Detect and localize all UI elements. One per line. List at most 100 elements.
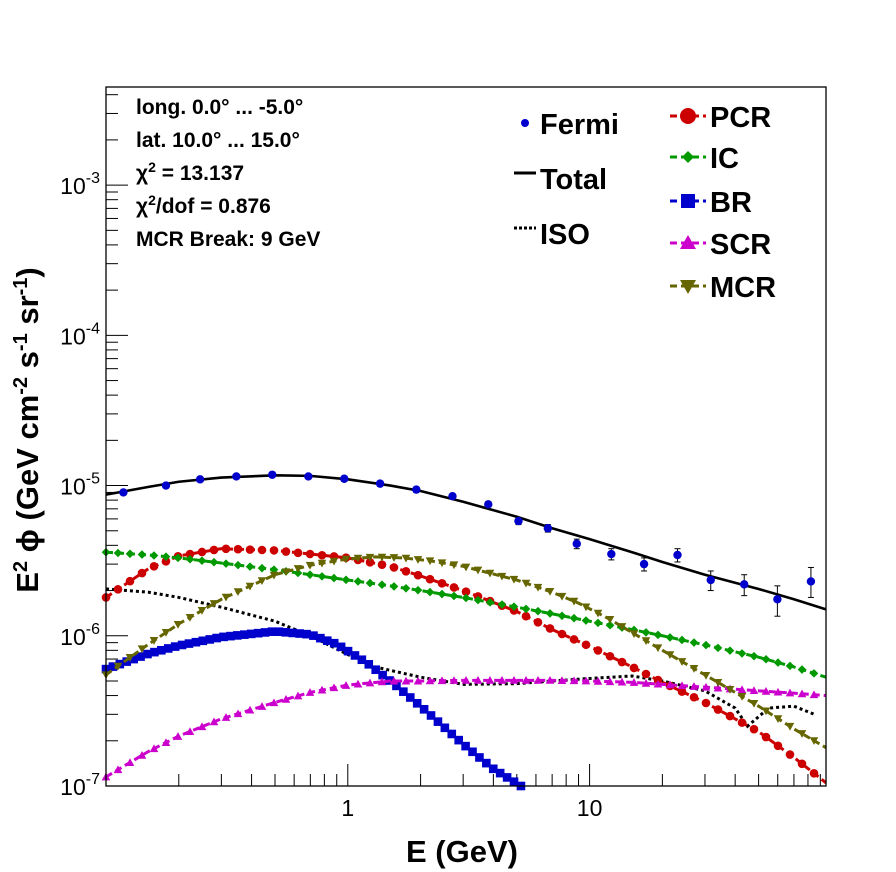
series-marker-pcr <box>809 769 819 778</box>
series-marker-ic <box>485 598 495 607</box>
series-marker-ic <box>197 556 207 565</box>
series-marker-scr <box>689 682 699 690</box>
fermi-point <box>484 500 493 509</box>
fermi-point <box>740 580 749 589</box>
series-marker-br <box>488 764 498 774</box>
series-marker-pcr <box>737 718 747 727</box>
series-marker-ic <box>473 595 483 605</box>
series-marker-br <box>281 628 291 637</box>
series-marker-pcr <box>557 629 567 639</box>
series-marker-pcr <box>221 544 231 554</box>
fermi-point <box>304 472 313 481</box>
series-marker-br <box>316 633 325 643</box>
series-marker-pcr <box>545 624 555 633</box>
series-marker-mcr <box>173 620 183 629</box>
y-tick-label: 10-6 <box>60 621 100 650</box>
series-marker-ic <box>737 649 747 658</box>
series-marker-br <box>405 693 415 702</box>
series-marker-mcr <box>617 623 627 631</box>
series-marker-br <box>475 753 484 762</box>
series-marker-ic <box>773 658 783 667</box>
series-marker-ic <box>149 551 159 560</box>
series-marker-br <box>191 637 201 647</box>
series-marker-ic <box>533 606 543 616</box>
series-marker-pcr <box>113 585 123 594</box>
series-marker-scr <box>197 722 207 731</box>
legend-label: BR <box>710 187 752 219</box>
series-ic <box>101 547 827 679</box>
series-marker-scr <box>209 717 219 726</box>
series-marker-ic <box>377 580 387 590</box>
series-marker-mcr <box>689 665 699 673</box>
series-marker-pcr <box>677 687 687 696</box>
fermi-point <box>448 491 457 501</box>
series-marker-ic <box>593 618 603 628</box>
series-scr <box>101 676 827 781</box>
legend-item-ic: IC <box>670 143 739 175</box>
series-marker-scr <box>473 676 483 684</box>
series-marker-mcr <box>449 561 459 570</box>
series-marker-br <box>260 628 270 637</box>
series-marker-ic <box>113 548 123 558</box>
series-marker-mcr <box>773 715 783 723</box>
series-marker-scr <box>569 676 579 685</box>
series-marker-scr <box>377 677 387 686</box>
series-marker-mcr <box>413 556 423 564</box>
series-marker-br <box>454 735 463 745</box>
series-marker-pcr <box>389 563 399 572</box>
series-marker-br <box>364 660 374 669</box>
series-marker-mcr <box>521 579 531 588</box>
series-marker-scr <box>113 765 123 774</box>
legend-swatch-marker <box>681 194 695 208</box>
series-marker-pcr <box>761 732 771 742</box>
series-marker-pcr <box>713 705 723 714</box>
series-marker-scr <box>713 683 723 692</box>
annotation-line: lat. 10.0° ... 15.0° <box>136 129 300 152</box>
fermi-point <box>161 481 171 490</box>
series-marker-mcr <box>293 565 303 573</box>
series-marker-pcr <box>161 557 171 566</box>
series-marker-scr <box>185 727 195 735</box>
annotation-box: long. 0.0° ... -5.0° lat. 10.0° ... 15.0°… <box>136 96 320 251</box>
legend-item-br: BR <box>670 187 752 219</box>
series-marker-br <box>219 632 228 642</box>
legend-item-scr: SCR <box>670 229 771 261</box>
series-marker-ic <box>461 593 471 603</box>
series-marker-br <box>468 747 477 757</box>
series-marker-mcr <box>389 554 399 562</box>
series-marker-ic <box>509 602 519 611</box>
series-marker-pcr <box>305 549 315 559</box>
series-marker-ic <box>761 654 771 664</box>
series-marker-mcr <box>365 553 375 562</box>
series-marker-pcr <box>197 547 207 557</box>
series-marker-br <box>226 631 235 641</box>
series-marker-ic <box>653 630 663 640</box>
series-marker-ic <box>677 635 687 645</box>
series-mcr <box>101 553 827 749</box>
legend-swatch-marker <box>680 108 696 124</box>
series-marker-ic <box>449 591 459 601</box>
annotation-line: MCR Break: 9 GeV <box>136 228 320 251</box>
y-tick-label: 10-4 <box>60 320 100 349</box>
series-marker-br <box>108 662 118 671</box>
series-marker-ic <box>641 628 651 637</box>
y-tick-label: 10-3 <box>60 170 100 199</box>
series-marker-br <box>482 758 491 768</box>
series-marker-mcr <box>233 588 243 596</box>
series-marker-scr <box>161 738 171 746</box>
series-marker-mcr <box>197 607 207 615</box>
series-marker-mcr <box>581 603 591 612</box>
series-marker-pcr <box>149 562 159 571</box>
series-marker-ic <box>245 562 255 571</box>
series-marker-br <box>329 638 339 648</box>
fermi-point <box>806 577 816 586</box>
series-marker-mcr <box>749 700 759 708</box>
series-marker-mcr <box>497 572 507 581</box>
series-marker-mcr <box>797 730 807 738</box>
series-marker-pcr <box>413 570 423 580</box>
legend-label: Fermi <box>540 109 619 141</box>
series-marker-ic <box>389 582 399 591</box>
series-marker-scr <box>617 677 627 686</box>
series-marker-pcr <box>569 635 579 644</box>
series-marker-ic <box>605 620 615 630</box>
